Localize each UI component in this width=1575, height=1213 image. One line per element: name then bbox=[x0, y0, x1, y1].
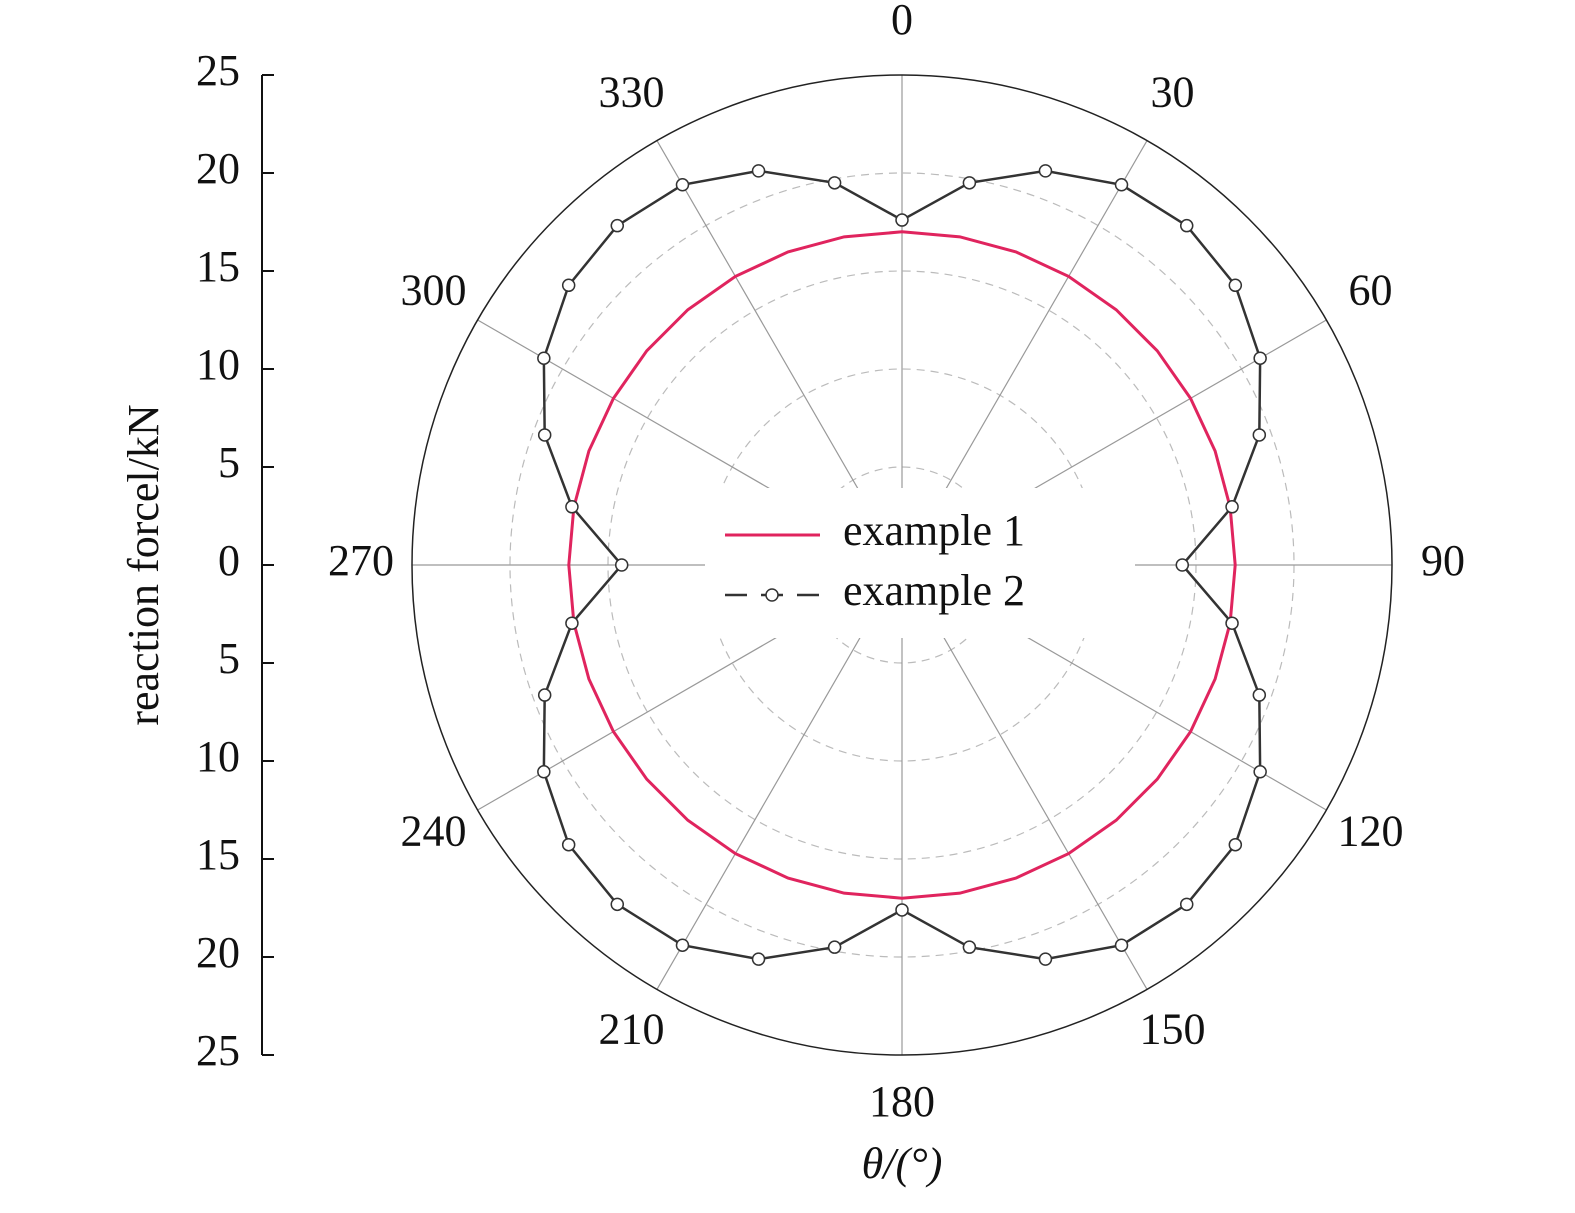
marker bbox=[675, 938, 690, 952]
legend-label: example 1 bbox=[843, 506, 1025, 555]
marker bbox=[1228, 837, 1243, 852]
legend-label: example 2 bbox=[843, 566, 1025, 615]
marker bbox=[1252, 428, 1267, 442]
marker bbox=[610, 897, 625, 912]
marker bbox=[561, 278, 576, 293]
marker bbox=[751, 952, 766, 966]
marker bbox=[565, 616, 579, 630]
marker bbox=[827, 176, 842, 190]
y-tick-label: 20 bbox=[196, 928, 240, 977]
y-tick-label: 25 bbox=[196, 1026, 240, 1075]
angle-tick-label: 0 bbox=[891, 0, 913, 44]
angle-tick-label: 240 bbox=[401, 807, 467, 856]
marker bbox=[895, 903, 909, 917]
marker bbox=[1114, 938, 1129, 952]
marker bbox=[610, 218, 625, 233]
y-tick-label: 0 bbox=[218, 536, 240, 585]
marker bbox=[1225, 500, 1239, 514]
marker bbox=[1252, 688, 1267, 702]
marker bbox=[751, 164, 766, 178]
marker bbox=[1038, 164, 1053, 178]
angle-tick-label: 150 bbox=[1139, 1005, 1205, 1054]
y-tick-label: 15 bbox=[196, 242, 240, 291]
marker bbox=[895, 213, 909, 227]
angle-tick-label: 300 bbox=[401, 266, 467, 315]
marker bbox=[1114, 178, 1129, 192]
marker bbox=[537, 765, 551, 779]
angle-tick-label: 210 bbox=[599, 1005, 665, 1054]
marker bbox=[561, 837, 576, 852]
marker bbox=[1175, 558, 1190, 572]
angle-tick-label: 330 bbox=[599, 68, 665, 117]
legend-box bbox=[705, 488, 1135, 638]
marker bbox=[962, 940, 977, 954]
marker bbox=[537, 428, 552, 442]
marker bbox=[1225, 616, 1239, 630]
marker bbox=[827, 940, 842, 954]
marker bbox=[537, 351, 551, 365]
marker bbox=[1253, 765, 1267, 779]
outer-circle bbox=[411, 74, 1393, 1056]
marker bbox=[1228, 278, 1243, 293]
angle-tick-label: 90 bbox=[1421, 536, 1465, 585]
series-line bbox=[567, 230, 1237, 900]
marker bbox=[675, 178, 690, 192]
marker bbox=[537, 688, 552, 702]
angle-tick-label: 60 bbox=[1348, 266, 1392, 315]
y-tick-label: 20 bbox=[196, 144, 240, 193]
y-tick-label: 15 bbox=[196, 830, 240, 879]
angle-tick-label: 120 bbox=[1337, 807, 1403, 856]
y-axis-label: reaction forcel/kN bbox=[119, 404, 168, 725]
y-tick-label: 5 bbox=[218, 634, 240, 683]
angle-tick-label: 30 bbox=[1150, 68, 1194, 117]
marker bbox=[1179, 897, 1194, 912]
y-tick-label: 10 bbox=[196, 732, 240, 781]
marker bbox=[1179, 218, 1194, 233]
y-tick-label: 5 bbox=[218, 438, 240, 487]
angle-tick-label: 270 bbox=[328, 536, 394, 585]
y-tick-label: 25 bbox=[196, 46, 240, 95]
marker bbox=[1038, 952, 1053, 966]
marker bbox=[962, 176, 977, 190]
angle-tick-label: 180 bbox=[869, 1077, 935, 1126]
y-tick-label: 10 bbox=[196, 340, 240, 389]
marker bbox=[614, 558, 629, 572]
x-axis-label: θ/(°) bbox=[862, 1139, 943, 1188]
marker bbox=[565, 500, 579, 514]
marker bbox=[1253, 351, 1267, 365]
legend-marker bbox=[765, 588, 779, 602]
